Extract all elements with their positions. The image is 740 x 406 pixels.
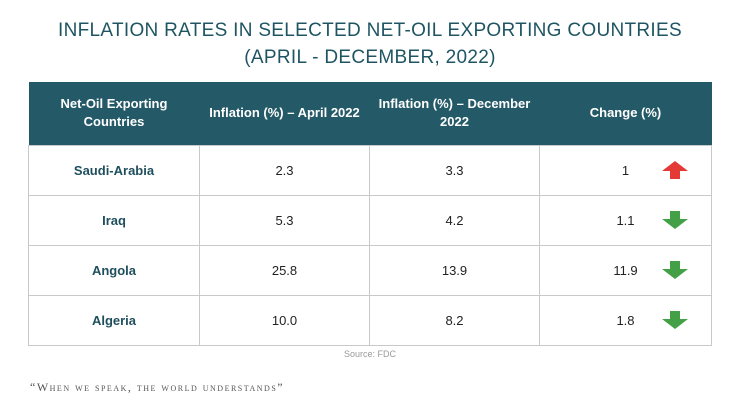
april-value-cell: 2.3 [199, 144, 370, 196]
change-value: 11.9 [613, 262, 638, 278]
december-value-cell: 4.2 [369, 194, 540, 246]
change-value: 1.1 [616, 212, 635, 228]
inflation-table: Net-Oil Exporting Countries Inflation (%… [28, 82, 712, 346]
green-down-arrow-icon [662, 211, 688, 229]
red-up-arrow-icon [662, 161, 688, 179]
change-value: 1.8 [616, 312, 635, 328]
april-value-cell: 5.3 [199, 194, 370, 246]
green-down-arrow-icon [662, 311, 688, 329]
table-row: Algeria 10.0 8.2 1.8 [28, 294, 712, 346]
change-cell: 1.1 [539, 194, 712, 246]
column-header-december: Inflation (%) – December 2022 [369, 82, 540, 145]
country-cell: Algeria [28, 294, 200, 346]
table-body: Saudi-Arabia 2.3 3.3 1 Iraq 5.3 4.2 1.1 Angola 25… [28, 144, 712, 346]
country-cell: Saudi-Arabia [28, 144, 200, 196]
country-cell: Angola [28, 244, 200, 296]
table-row: Saudi-Arabia 2.3 3.3 1 [28, 144, 712, 196]
change-cell: 1 [539, 144, 712, 196]
country-cell: Iraq [28, 194, 200, 246]
table-header-row: Net-Oil Exporting Countries Inflation (%… [28, 82, 712, 145]
change-value: 1 [621, 162, 630, 178]
april-value-cell: 25.8 [199, 244, 370, 296]
column-header-april: Inflation (%) – April 2022 [199, 82, 370, 145]
april-value-cell: 10.0 [199, 294, 370, 346]
change-cell: 1.8 [539, 294, 712, 346]
tagline: “When we speak, the world understands” [30, 380, 285, 394]
change-cell: 11.9 [539, 244, 712, 296]
page-title: INFLATION RATES IN SELECTED NET-OIL EXPO… [58, 20, 682, 68]
table-row: Iraq 5.3 4.2 1.1 [28, 194, 712, 246]
column-header-change: Change (%) [539, 82, 712, 145]
green-down-arrow-icon [662, 261, 688, 279]
december-value-cell: 8.2 [369, 294, 540, 346]
column-header-country: Net-Oil Exporting Countries [28, 82, 200, 145]
december-value-cell: 13.9 [369, 244, 540, 296]
december-value-cell: 3.3 [369, 144, 540, 196]
source-note: Source: FDC [343, 349, 396, 359]
table-row: Angola 25.8 13.9 11.9 [28, 244, 712, 296]
